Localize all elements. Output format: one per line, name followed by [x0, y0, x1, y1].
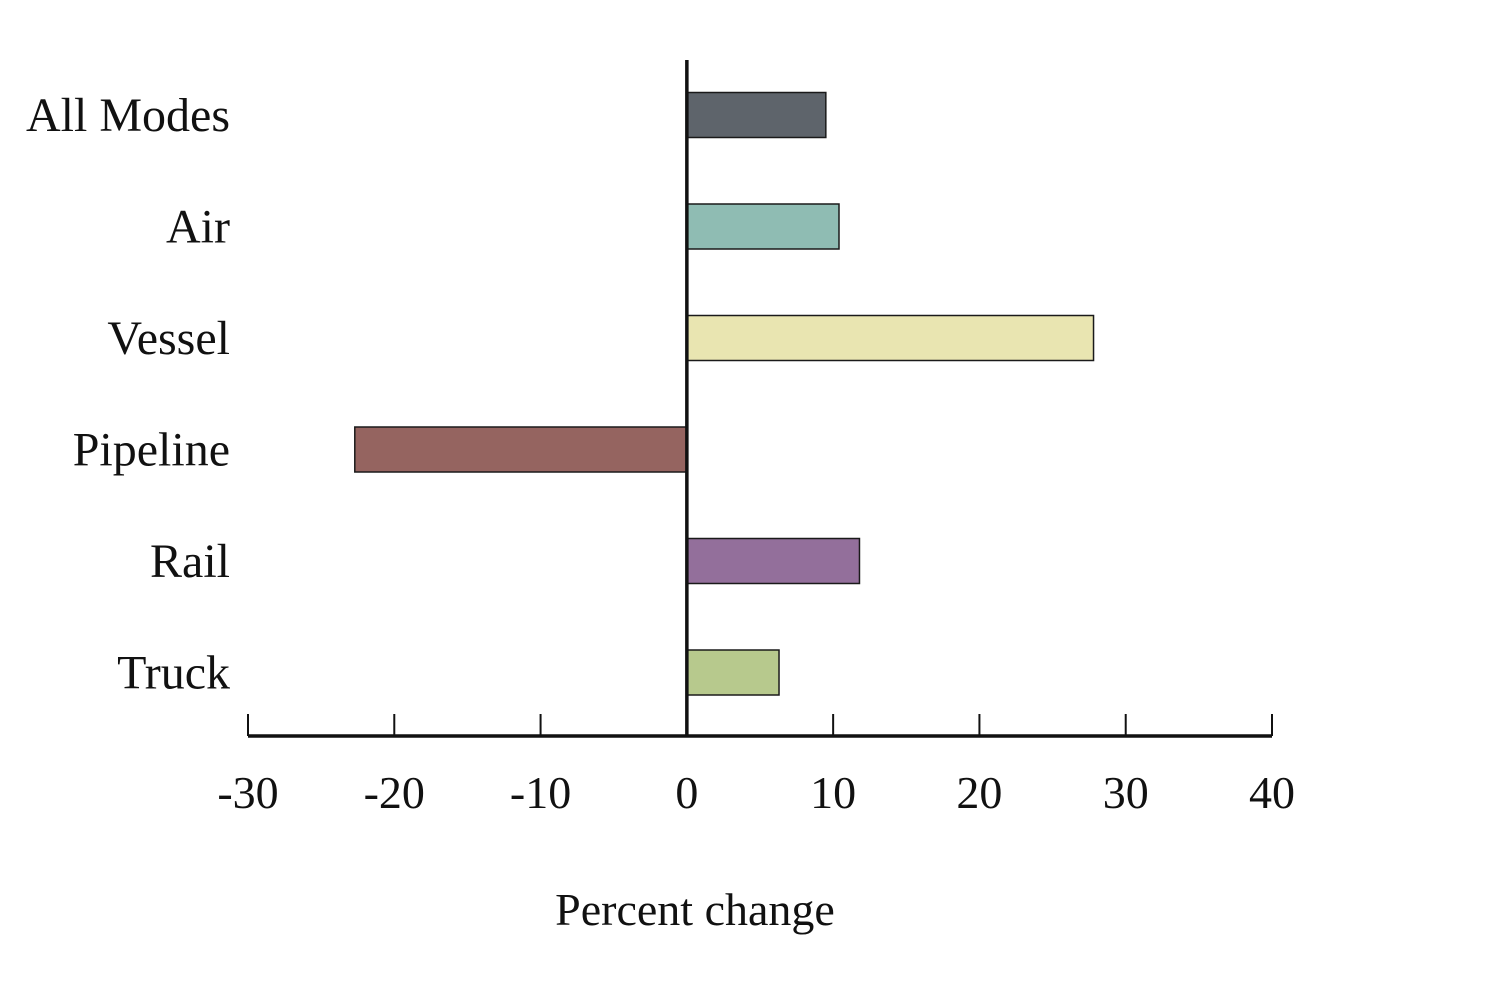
category-label-vessel: Vessel [107, 312, 230, 365]
bar-all-modes [686, 91, 827, 139]
bar-vessel [686, 314, 1095, 362]
category-label-pipeline: Pipeline [73, 424, 230, 477]
category-label-all-modes: All Modes [26, 89, 230, 142]
bars-layer [354, 91, 1095, 696]
x-tick-label: -30 [217, 767, 278, 818]
x-tick-label: 30 [1103, 767, 1149, 818]
x-tick-label: -20 [364, 767, 425, 818]
bar-air [686, 203, 840, 250]
bar-pipeline [354, 426, 688, 473]
bar-rail [686, 537, 861, 585]
axes-layer [247, 60, 1273, 738]
category-label-air: Air [166, 201, 230, 254]
x-tick-label: -10 [510, 767, 571, 818]
labels-layer: All Modes Air Vessel Pipeline Rail Truck -30 -2… [26, 89, 1295, 818]
category-label-rail: Rail [150, 535, 230, 588]
x-tick-label: 20 [956, 767, 1002, 818]
bar-truck [686, 649, 780, 696]
x-tick-label: 0 [675, 767, 698, 818]
x-axis-title: Percent change [555, 884, 835, 935]
x-tick-label: 10 [810, 767, 856, 818]
x-tick-label: 40 [1249, 767, 1295, 818]
category-label-truck: Truck [117, 647, 230, 700]
